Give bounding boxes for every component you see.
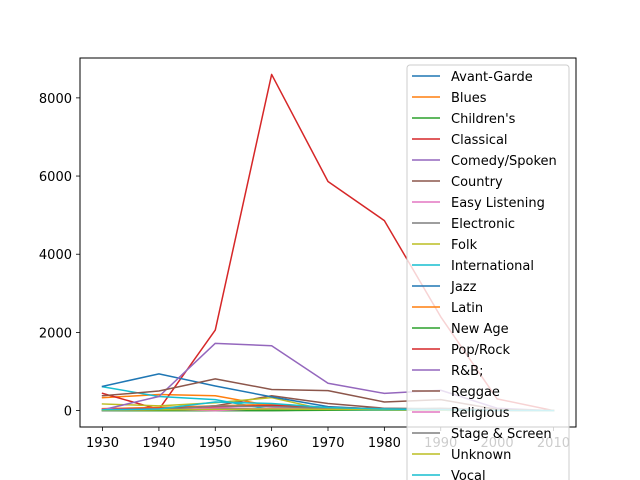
x-tick-label: 1930 xyxy=(86,436,119,451)
legend-label: Classical xyxy=(451,133,508,148)
legend-label: R&B; xyxy=(451,364,483,379)
legend-label: Children's xyxy=(451,112,516,127)
legend-label: Blues xyxy=(451,91,487,106)
legend-label: Electronic xyxy=(451,217,515,232)
y-tick-label: 8000 xyxy=(39,92,72,107)
legend-items: Avant-Garde Blues Children's Classical Comed… xyxy=(412,70,557,480)
legend-label: Avant-Garde xyxy=(451,70,533,85)
legend-label: Vocal xyxy=(451,469,486,480)
x-tick-label: 1970 xyxy=(311,436,344,451)
legend-label: Latin xyxy=(451,301,483,316)
legend-label: Religious xyxy=(451,406,510,421)
legend-box xyxy=(406,64,570,480)
y-axis: 0 2000 4000 6000 8000 xyxy=(39,92,80,420)
legend-label: Easy Listening xyxy=(451,196,545,211)
x-tick-label: 1940 xyxy=(142,436,175,451)
legend-label: Pop/Rock xyxy=(451,343,511,358)
legend-label: International xyxy=(451,259,534,274)
legend-label: Unknown xyxy=(451,448,511,463)
x-tick-label: 1950 xyxy=(199,436,232,451)
legend-label: New Age xyxy=(451,322,509,337)
x-tick-label: 1980 xyxy=(368,436,401,451)
y-tick-label: 0 xyxy=(64,405,72,420)
legend-label: Country xyxy=(451,175,503,190)
legend: Avant-Garde Blues Children's Classical Comed… xyxy=(406,64,570,480)
y-tick-label: 2000 xyxy=(39,326,72,341)
legend-label: Folk xyxy=(451,238,478,253)
x-tick-label: 1960 xyxy=(255,436,288,451)
legend-label: Stage & Screen xyxy=(451,427,552,442)
legend-label: Reggae xyxy=(451,385,500,400)
y-tick-label: 4000 xyxy=(39,248,72,263)
y-tick-label: 6000 xyxy=(39,170,72,185)
legend-label: Comedy/Spoken xyxy=(451,154,557,169)
legend-label: Jazz xyxy=(450,280,477,295)
